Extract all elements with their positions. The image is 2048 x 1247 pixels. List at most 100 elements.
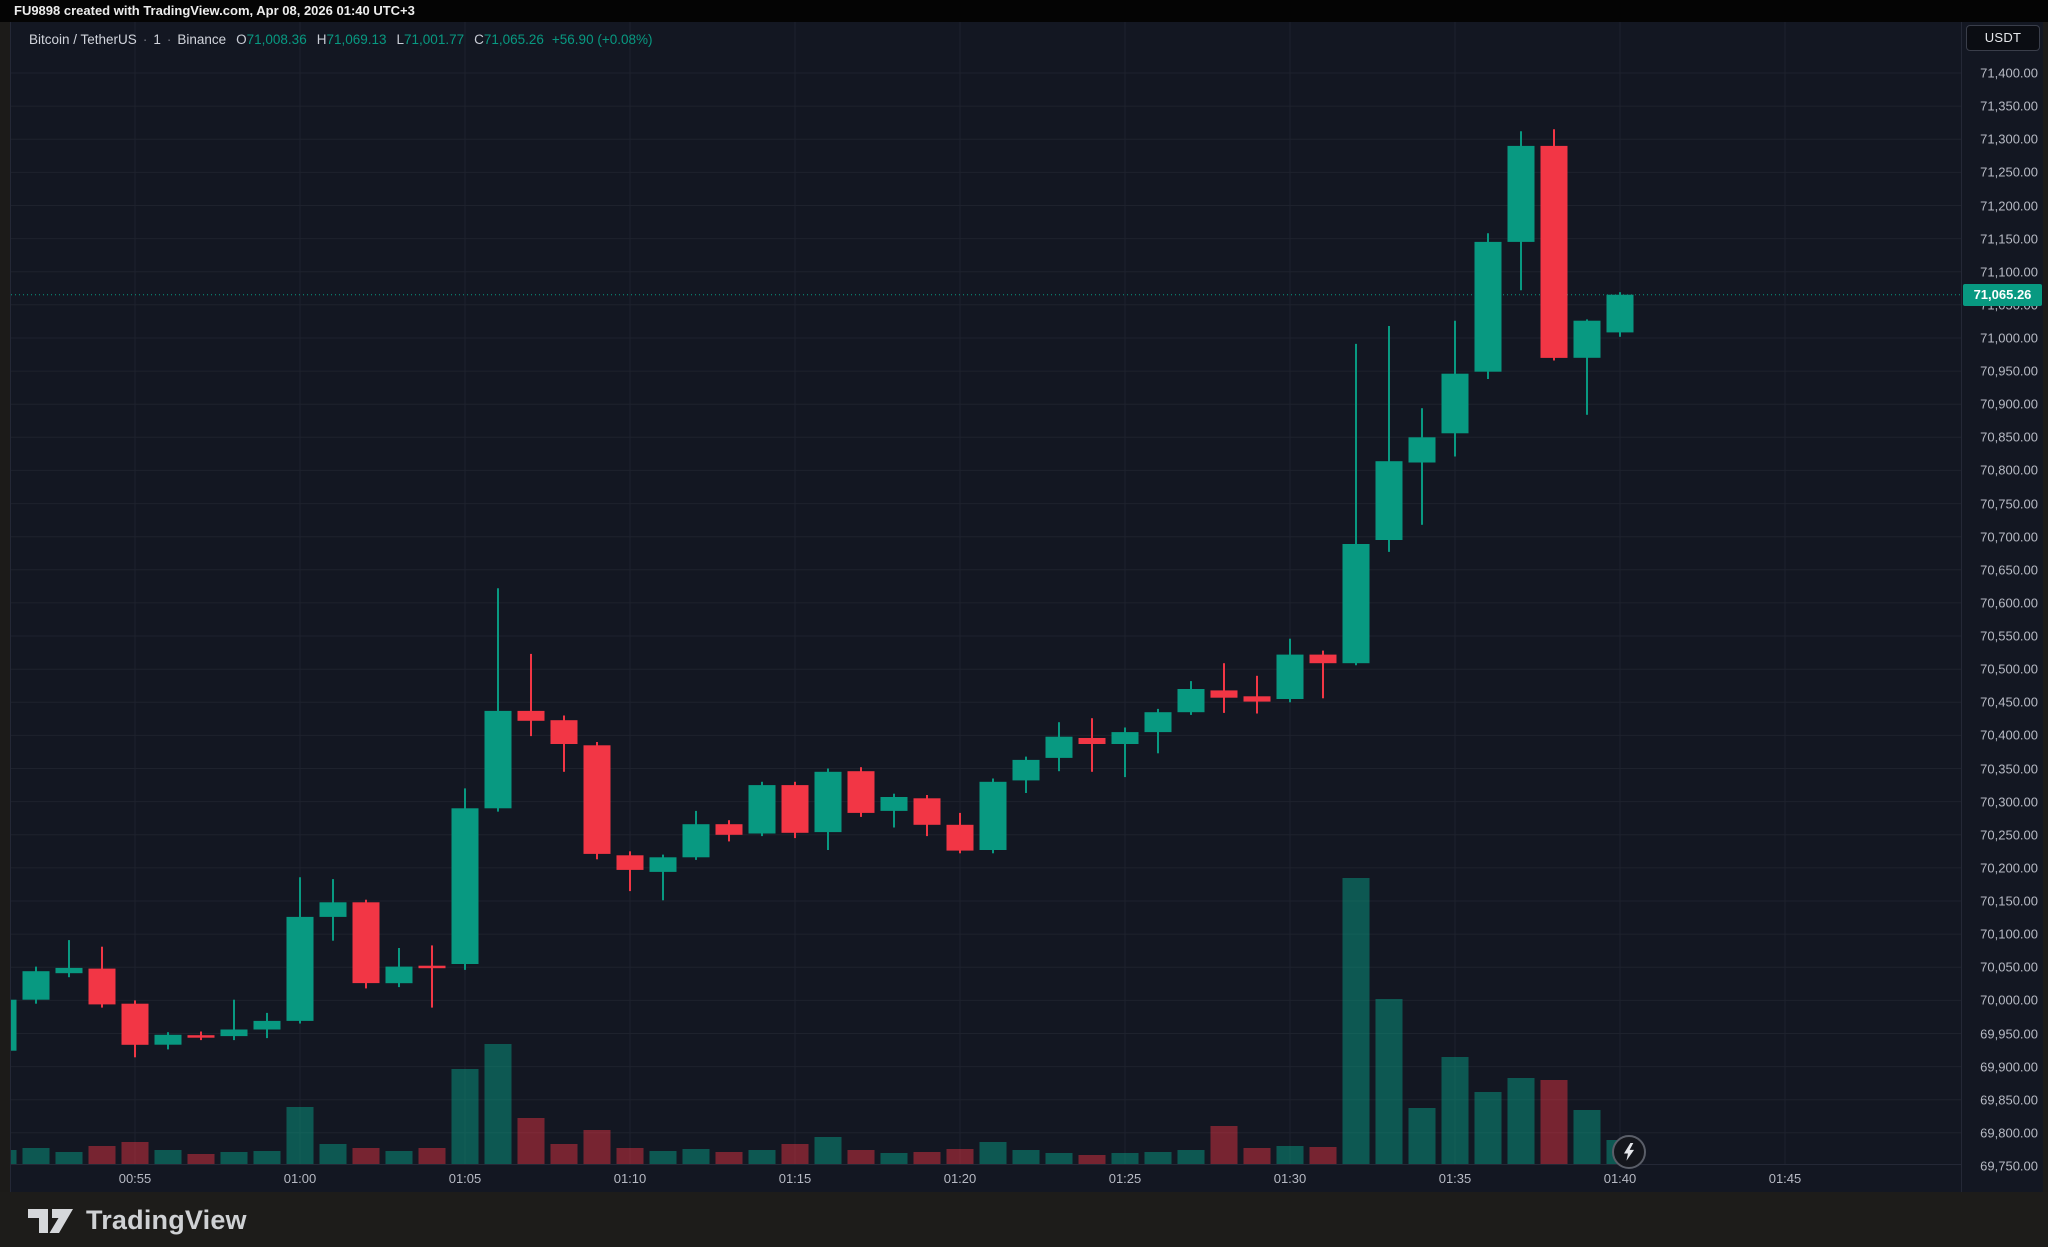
chart-container: Bitcoin / TetherUS · 1 · Binance O71,008.36 H7…	[10, 22, 2043, 1192]
volume-bar	[1342, 878, 1370, 1164]
open-value: 71,008.36	[246, 32, 307, 47]
price-axis[interactable]: USDT 71,065.26 71,400.00 71,350.00 71,300.…	[1961, 22, 2044, 1192]
price-tick-label: 71,100.00	[1980, 264, 2038, 280]
price-tick-label: 70,950.00	[1980, 363, 2038, 379]
price-tick-label: 70,900.00	[1980, 396, 2038, 412]
candle-body	[88, 968, 116, 1005]
volume-bar	[1441, 1057, 1469, 1164]
candle-body	[418, 965, 446, 969]
volume-bar	[451, 1069, 479, 1164]
time-tick-label: 01:05	[448, 1171, 482, 1186]
price-tick-label: 70,700.00	[1980, 529, 2038, 545]
candle-body	[847, 771, 875, 813]
volume-series	[11, 878, 1634, 1164]
legend-separator: ·	[166, 32, 172, 47]
price-tick-label: 70,750.00	[1980, 496, 2038, 512]
volume-bar	[88, 1146, 116, 1164]
volume-bar	[286, 1107, 314, 1164]
volume-bar	[418, 1148, 446, 1164]
volume-bar	[1012, 1150, 1040, 1164]
price-tick-label: 69,900.00	[1980, 1059, 2038, 1075]
volume-bar	[550, 1144, 578, 1164]
candle-body	[121, 1003, 149, 1045]
candle-body	[1375, 461, 1403, 540]
attribution-bar: FU9898 created with TradingView.com, Apr…	[0, 0, 2048, 22]
candle-body	[253, 1020, 281, 1030]
candle-body	[1606, 294, 1634, 333]
current-price-badge: 71,065.26	[1963, 283, 2042, 306]
price-tick-label: 70,100.00	[1980, 926, 2038, 942]
volume-bar	[1309, 1147, 1337, 1164]
candle-body	[484, 710, 512, 809]
currency-toggle-button[interactable]: USDT	[1966, 25, 2040, 51]
volume-bar	[1276, 1146, 1304, 1164]
high-label: H	[316, 32, 327, 47]
tradingview-logo-text: TradingView	[86, 1205, 247, 1235]
time-axis[interactable]: 00:55 01:00 01:05 01:10 01:15 01:20 01:25 01:30…	[11, 1164, 1961, 1193]
volume-bar	[1408, 1108, 1436, 1164]
candle-body	[913, 798, 941, 825]
candle-body	[1573, 320, 1601, 358]
candlestick-chart[interactable]	[11, 22, 1961, 1164]
instant-trading-lightning-icon[interactable]	[1610, 1133, 1648, 1171]
candle-body	[1474, 241, 1502, 372]
price-pane[interactable]: Bitcoin / TetherUS · 1 · Binance O71,008.36 H7…	[11, 22, 1961, 1164]
candle-body	[451, 808, 479, 964]
volume-bar	[682, 1149, 710, 1164]
close-value: 71,065.26	[483, 32, 544, 47]
candle-body	[220, 1029, 248, 1037]
candle-body	[1309, 654, 1337, 664]
volume-bar	[385, 1151, 413, 1164]
legend-separator: ·	[142, 32, 148, 47]
candle-body	[979, 781, 1007, 850]
price-tick-label: 70,850.00	[1980, 429, 2038, 445]
candle-body	[1276, 654, 1304, 699]
time-tick-label: 01:15	[778, 1171, 812, 1186]
price-tick-label: 69,850.00	[1980, 1092, 2038, 1108]
price-tick-label: 69,950.00	[1980, 1026, 2038, 1041]
time-tick-label: 01:10	[613, 1171, 647, 1186]
volume-bar	[1243, 1148, 1271, 1164]
volume-bar	[55, 1152, 83, 1164]
time-tick-label: 01:40	[1603, 1171, 1637, 1186]
price-tick-label: 71,000.00	[1980, 330, 2038, 346]
exchange-name: Binance	[177, 32, 227, 47]
volume-bar	[253, 1151, 281, 1164]
candle-body	[1210, 690, 1238, 698]
price-tick-label: 70,550.00	[1980, 628, 2038, 644]
price-tick-label: 70,050.00	[1980, 959, 2038, 975]
volume-bar	[748, 1150, 776, 1164]
tradingview-logo-icon	[28, 1208, 73, 1233]
volume-bar	[715, 1152, 743, 1164]
price-tick-label: 70,800.00	[1980, 462, 2038, 478]
candle-body	[1243, 696, 1271, 702]
time-tick-label: 01:25	[1108, 1171, 1142, 1186]
candle-body	[1408, 437, 1436, 463]
volume-bar	[1078, 1155, 1106, 1164]
tradingview-logo[interactable]: TradingView	[28, 1205, 247, 1236]
price-tick-label: 70,650.00	[1980, 562, 2038, 578]
candle-body	[154, 1034, 182, 1045]
volume-bar	[946, 1149, 974, 1164]
price-tick-label: 69,800.00	[1980, 1125, 2038, 1141]
candle-body	[319, 902, 347, 917]
volume-bar	[1045, 1153, 1073, 1164]
close-label: C	[474, 32, 484, 47]
time-tick-label: 01:00	[283, 1171, 317, 1186]
symbol-legend[interactable]: Bitcoin / TetherUS · 1 · Binance O71,008.36 H7…	[29, 32, 652, 47]
candlestick-series	[11, 129, 1634, 1058]
grid-lines	[11, 22, 1961, 1164]
time-tick-label: 00:55	[118, 1171, 152, 1186]
volume-bar	[1573, 1110, 1601, 1164]
candle-body	[1441, 373, 1469, 434]
candle-body	[946, 824, 974, 851]
volume-bar	[847, 1150, 875, 1164]
candle-body	[1078, 738, 1106, 744]
volume-bar	[517, 1118, 545, 1164]
candle-body	[22, 971, 50, 1000]
interval-label[interactable]: 1	[153, 32, 161, 47]
symbol-name[interactable]: Bitcoin / TetherUS	[29, 32, 137, 47]
candle-body	[1507, 145, 1535, 242]
candle-body	[550, 720, 578, 744]
price-tick-label: 71,150.00	[1980, 231, 2038, 247]
